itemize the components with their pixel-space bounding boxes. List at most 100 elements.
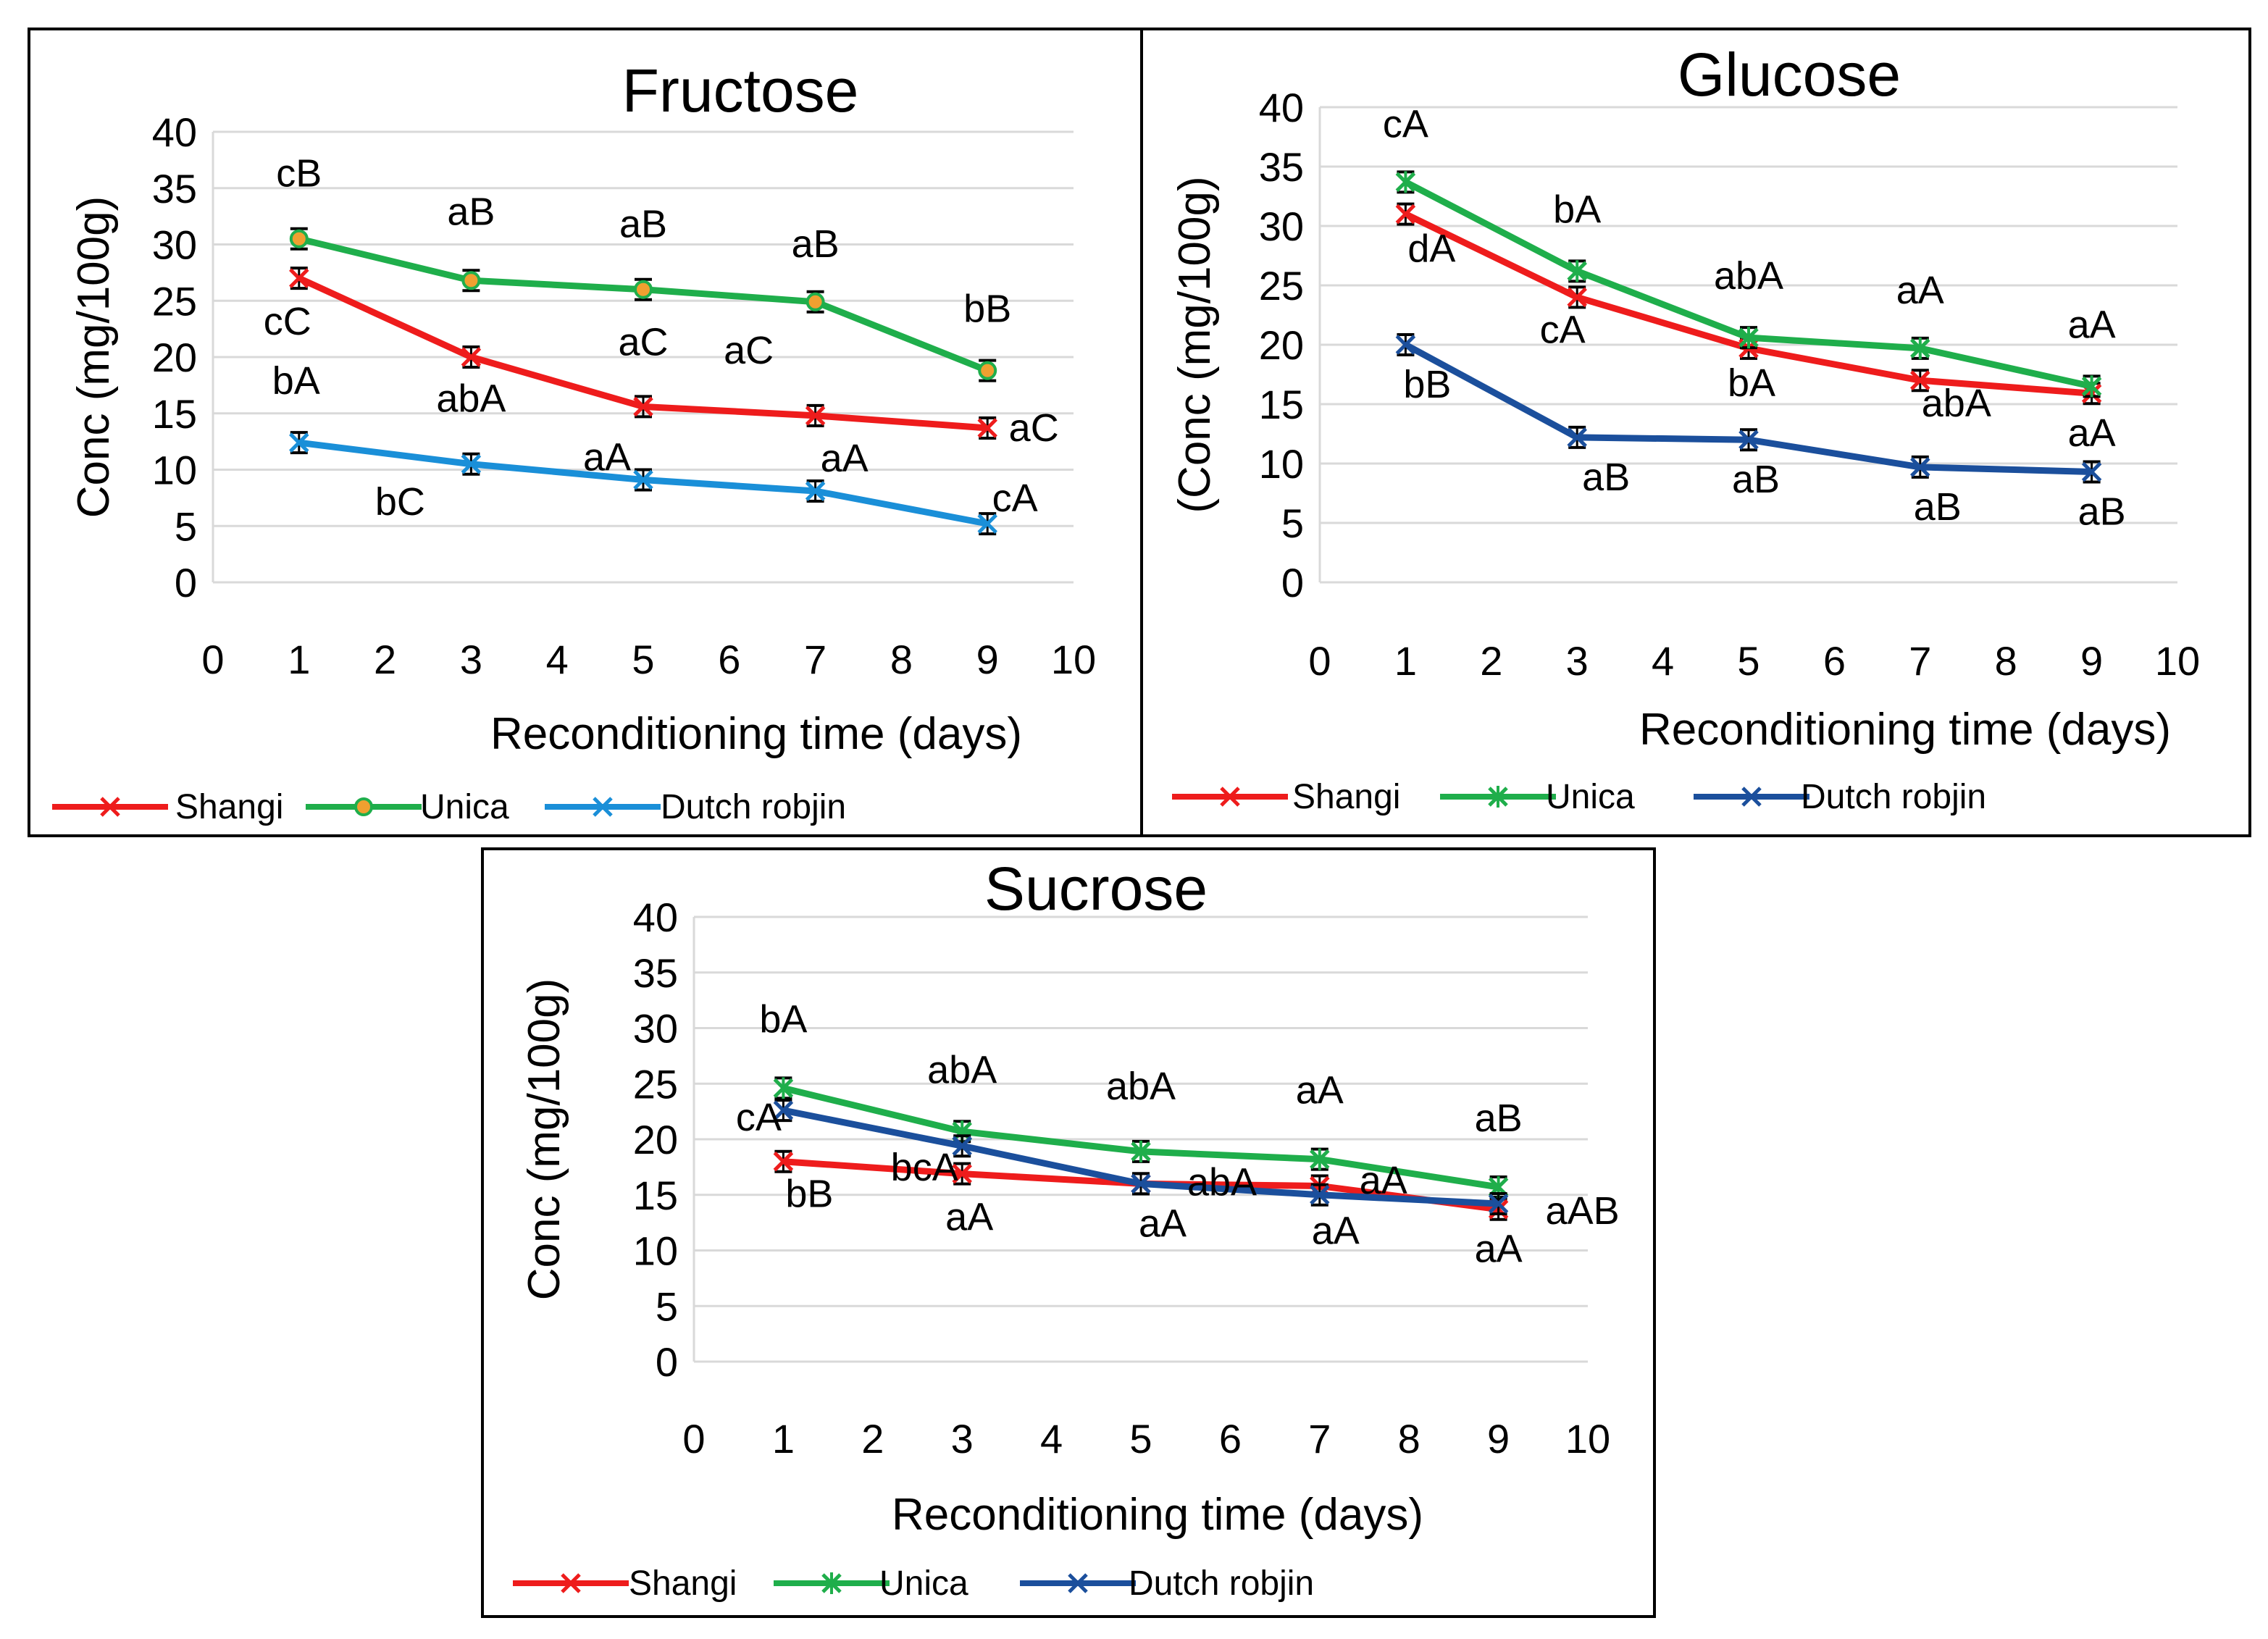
fructose-series-shangi-point xyxy=(289,268,309,288)
sucrose-series-unica-annotation: aA xyxy=(1296,1069,1344,1112)
glucose-y-tick-label: 25 xyxy=(1259,263,1304,309)
sucrose-y-tick-label: 35 xyxy=(633,950,678,996)
sucrose-x-tick-label: 3 xyxy=(951,1416,974,1462)
sucrose-series-unica-point xyxy=(773,1077,794,1099)
fructose-x-tick-label: 8 xyxy=(890,637,913,682)
glucose-series-unica-point xyxy=(1910,337,1930,359)
fructose-x-tick-label: 2 xyxy=(374,637,396,682)
glucose-series-dutch-robjin-annotation: aB xyxy=(1582,456,1630,499)
glucose-x-tick-label: 9 xyxy=(2080,638,2103,684)
fructose-x-tick-label: 0 xyxy=(201,637,224,682)
fructose-series-shangi-annotation: bC xyxy=(375,480,425,524)
sucrose-series-shangi-annotation: aA xyxy=(1312,1209,1360,1252)
fructose-y-tick-label: 25 xyxy=(152,278,197,324)
fructose-series-dutch-robjin-annotation: abA xyxy=(436,377,506,421)
sucrose-series-shangi-point xyxy=(952,1163,972,1184)
glucose-x-axis-label: Reconditioning time (days) xyxy=(1639,705,2171,755)
glucose-y-tick-label: 35 xyxy=(1259,144,1304,190)
sucrose-x-tick-label: 5 xyxy=(1129,1416,1152,1462)
fructose-series-dutch-robjin-point xyxy=(977,514,997,534)
sucrose-legend-marker xyxy=(821,1572,842,1594)
fructose-series-unica-point xyxy=(461,271,481,290)
fructose-x-tick-label: 1 xyxy=(288,637,310,682)
fructose-legend-item: Shangi xyxy=(52,788,283,826)
glucose-series-shangi-annotation: abA xyxy=(1922,382,1991,425)
fructose-series-unica-point xyxy=(978,361,997,380)
fructose-series-dutch-robjin-point xyxy=(633,469,653,490)
fructose-y-tick-label: 10 xyxy=(152,448,197,493)
sucrose-x-tick-label: 2 xyxy=(861,1416,884,1462)
fructose-series-shangi-point xyxy=(977,418,997,438)
sucrose-x-axis-label: Reconditioning time (days) xyxy=(892,1490,1423,1540)
fructose-legend-label: Shangi xyxy=(175,788,283,826)
glucose-chart-panel: Glucose 0 5 10 15 20 25 30 35 40 0 1 2 3 4 5 6 7 8 9 10 Recon… xyxy=(1140,28,2251,837)
glucose-series-unica-point xyxy=(1567,260,1587,282)
sucrose-y-tick-label: 0 xyxy=(656,1339,678,1385)
glucose-series-unica-annotation: bA xyxy=(1553,188,1601,231)
sucrose-series-unica-annotation: aB xyxy=(1475,1097,1523,1140)
fructose-legend-marker xyxy=(100,797,120,817)
glucose-x-tick-label: 3 xyxy=(1566,638,1589,684)
fructose-series-unica-point xyxy=(634,280,653,299)
sucrose-y-tick-label: 40 xyxy=(633,894,678,940)
fructose-y-tick-label: 30 xyxy=(152,222,197,268)
sucrose-series-unica-annotation: abA xyxy=(927,1048,997,1091)
glucose-series-shangi-point xyxy=(1567,287,1587,308)
glucose-y-tick-label: 0 xyxy=(1281,560,1304,605)
glucose-series-shangi-annotation: dA xyxy=(1407,227,1455,271)
glucose-series-unica-annotation: aA xyxy=(1896,269,1944,312)
glucose-x-tick-label: 6 xyxy=(1823,638,1846,684)
glucose-legend-label: Dutch robjin xyxy=(1801,778,1986,816)
sucrose-series-dutch-robjin-annotation: bcA xyxy=(891,1146,958,1189)
sucrose-legend-item: Unica xyxy=(774,1564,968,1603)
glucose-series-unica-point xyxy=(1395,171,1416,193)
glucose-series-dutch-robjin-annotation: aB xyxy=(1914,485,1962,529)
fructose-series-unica-point xyxy=(805,292,825,311)
glucose-x-tick-label: 10 xyxy=(2155,638,2200,684)
sucrose-series-dutch-robjin-point xyxy=(952,1136,972,1156)
fructose-series-dutch-robjin-point xyxy=(805,481,826,501)
sucrose-series-shangi-point xyxy=(773,1151,794,1172)
glucose-y-axis-label: (Conc (mg/100g) xyxy=(1170,176,1220,513)
sucrose-series-shangi-annotation: bB xyxy=(785,1173,833,1216)
fructose-y-tick-label: 20 xyxy=(152,335,197,380)
glucose-x-tick-label: 7 xyxy=(1909,638,1931,684)
glucose-y-tick-label: 15 xyxy=(1259,382,1304,427)
glucose-y-tick-label: 5 xyxy=(1281,500,1304,546)
sucrose-y-tick-label: 25 xyxy=(633,1061,678,1107)
sucrose-series-dutch-robjin-point xyxy=(1131,1173,1151,1194)
fructose-legend-item: Dutch robjin xyxy=(545,788,846,826)
fructose-series-unica-annotation: aB xyxy=(447,190,495,233)
fructose-series-dutch-robjin-annotation: aA xyxy=(821,437,869,480)
glucose-series-dutch-robjin-point xyxy=(1567,427,1587,448)
sucrose-series-dutch-robjin-point xyxy=(1488,1194,1509,1214)
sucrose-legend-marker xyxy=(1068,1573,1088,1593)
glucose-legend-item: Unica xyxy=(1440,778,1635,816)
sucrose-series-dutch-robjin-point xyxy=(773,1100,794,1120)
glucose-legend-marker xyxy=(1488,786,1508,808)
fructose-chart: Fructose 0 5 10 15 20 25 30 35 40 0 1 2 3 4 5 6 7 8 9 10 Reco… xyxy=(52,56,1096,826)
fructose-series-shangi-annotation: aC xyxy=(724,329,774,372)
glucose-series-shangi-annotation: bA xyxy=(1728,361,1775,405)
fructose-x-tick-label: 10 xyxy=(1051,637,1096,682)
fructose-series-unica-annotation: aB xyxy=(792,222,840,266)
sucrose-y-tick-label: 20 xyxy=(633,1117,678,1162)
fructose-legend-label: Dutch robjin xyxy=(661,788,846,826)
glucose-legend-marker xyxy=(1220,787,1240,807)
sucrose-legend-item: Shangi xyxy=(513,1564,737,1603)
glucose-x-tick-label: 5 xyxy=(1737,638,1759,684)
sucrose-y-tick-label: 30 xyxy=(633,1006,678,1052)
fructose-legend-marker xyxy=(354,797,373,816)
glucose-legend-item: Shangi xyxy=(1172,778,1400,816)
sucrose-chart-panel: Sucrose 0 5 10 15 20 25 30 35 40 0 1 2 3 4 5 6 7 8 9 10 Recon… xyxy=(481,847,1656,1618)
sucrose-series-unica-annotation: abA xyxy=(1106,1065,1176,1108)
sucrose-series-shangi-annotation: aA xyxy=(945,1196,993,1239)
glucose-chart-title: Glucose xyxy=(1678,41,1901,109)
fructose-series-dutch-robjin-point xyxy=(461,453,482,474)
sucrose-legend-label: Unica xyxy=(879,1564,968,1603)
glucose-legend-label: Shangi xyxy=(1292,778,1400,816)
sucrose-x-tick-label: 7 xyxy=(1308,1416,1331,1462)
sucrose-series-shangi-annotation: aA xyxy=(1139,1202,1187,1245)
fructose-series-dutch-robjin-annotation: cA xyxy=(992,477,1038,520)
glucose-y-tick-label: 30 xyxy=(1259,204,1304,249)
